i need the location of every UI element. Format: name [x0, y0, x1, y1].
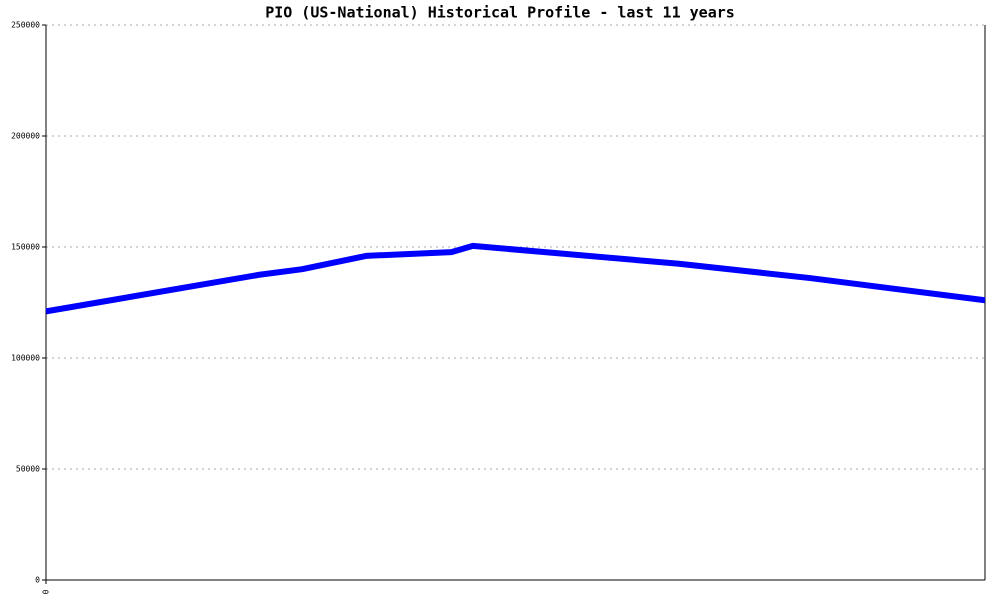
y-tick-label: 100000	[11, 354, 40, 363]
y-tick-label: 0	[35, 576, 40, 585]
y-tick-label: 50000	[16, 465, 40, 474]
y-tick-label: 200000	[11, 132, 40, 141]
chart-title: PIO (US-National) Historical Profile - l…	[265, 4, 735, 22]
x-tick-label: 0	[42, 589, 51, 594]
data-line	[45, 242, 986, 315]
y-tick-label: 250000	[11, 21, 40, 30]
y-tick-label: 150000	[11, 243, 40, 252]
